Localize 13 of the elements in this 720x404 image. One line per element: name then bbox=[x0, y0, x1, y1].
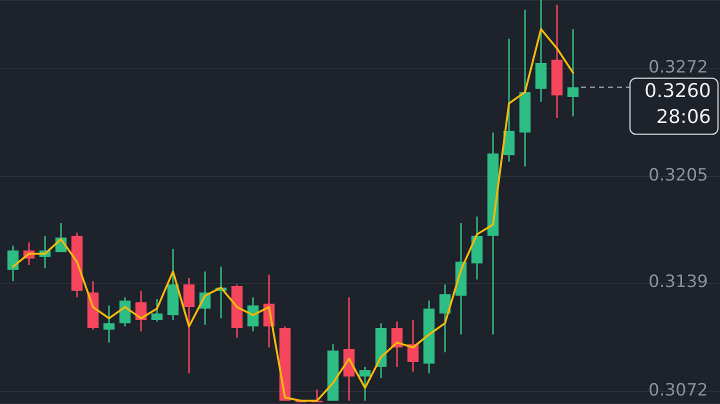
candlestick bbox=[567, 28, 579, 118]
y-tick-label: 0.3272 bbox=[648, 57, 708, 78]
y-tick-label: 0.3205 bbox=[648, 166, 708, 186]
y-tick-label: 0.3072 bbox=[648, 380, 708, 400]
y-tick-label: 0.3139 bbox=[648, 272, 708, 292]
candlestick bbox=[103, 304, 115, 344]
candlestick bbox=[151, 298, 163, 322]
candlestick bbox=[7, 244, 19, 282]
ref-line-label: 0.3260 bbox=[644, 80, 711, 102]
text: 28:06 bbox=[656, 106, 711, 128]
candlestick bbox=[183, 277, 195, 374]
candlestick bbox=[439, 284, 451, 354]
candlestick bbox=[359, 366, 371, 402]
